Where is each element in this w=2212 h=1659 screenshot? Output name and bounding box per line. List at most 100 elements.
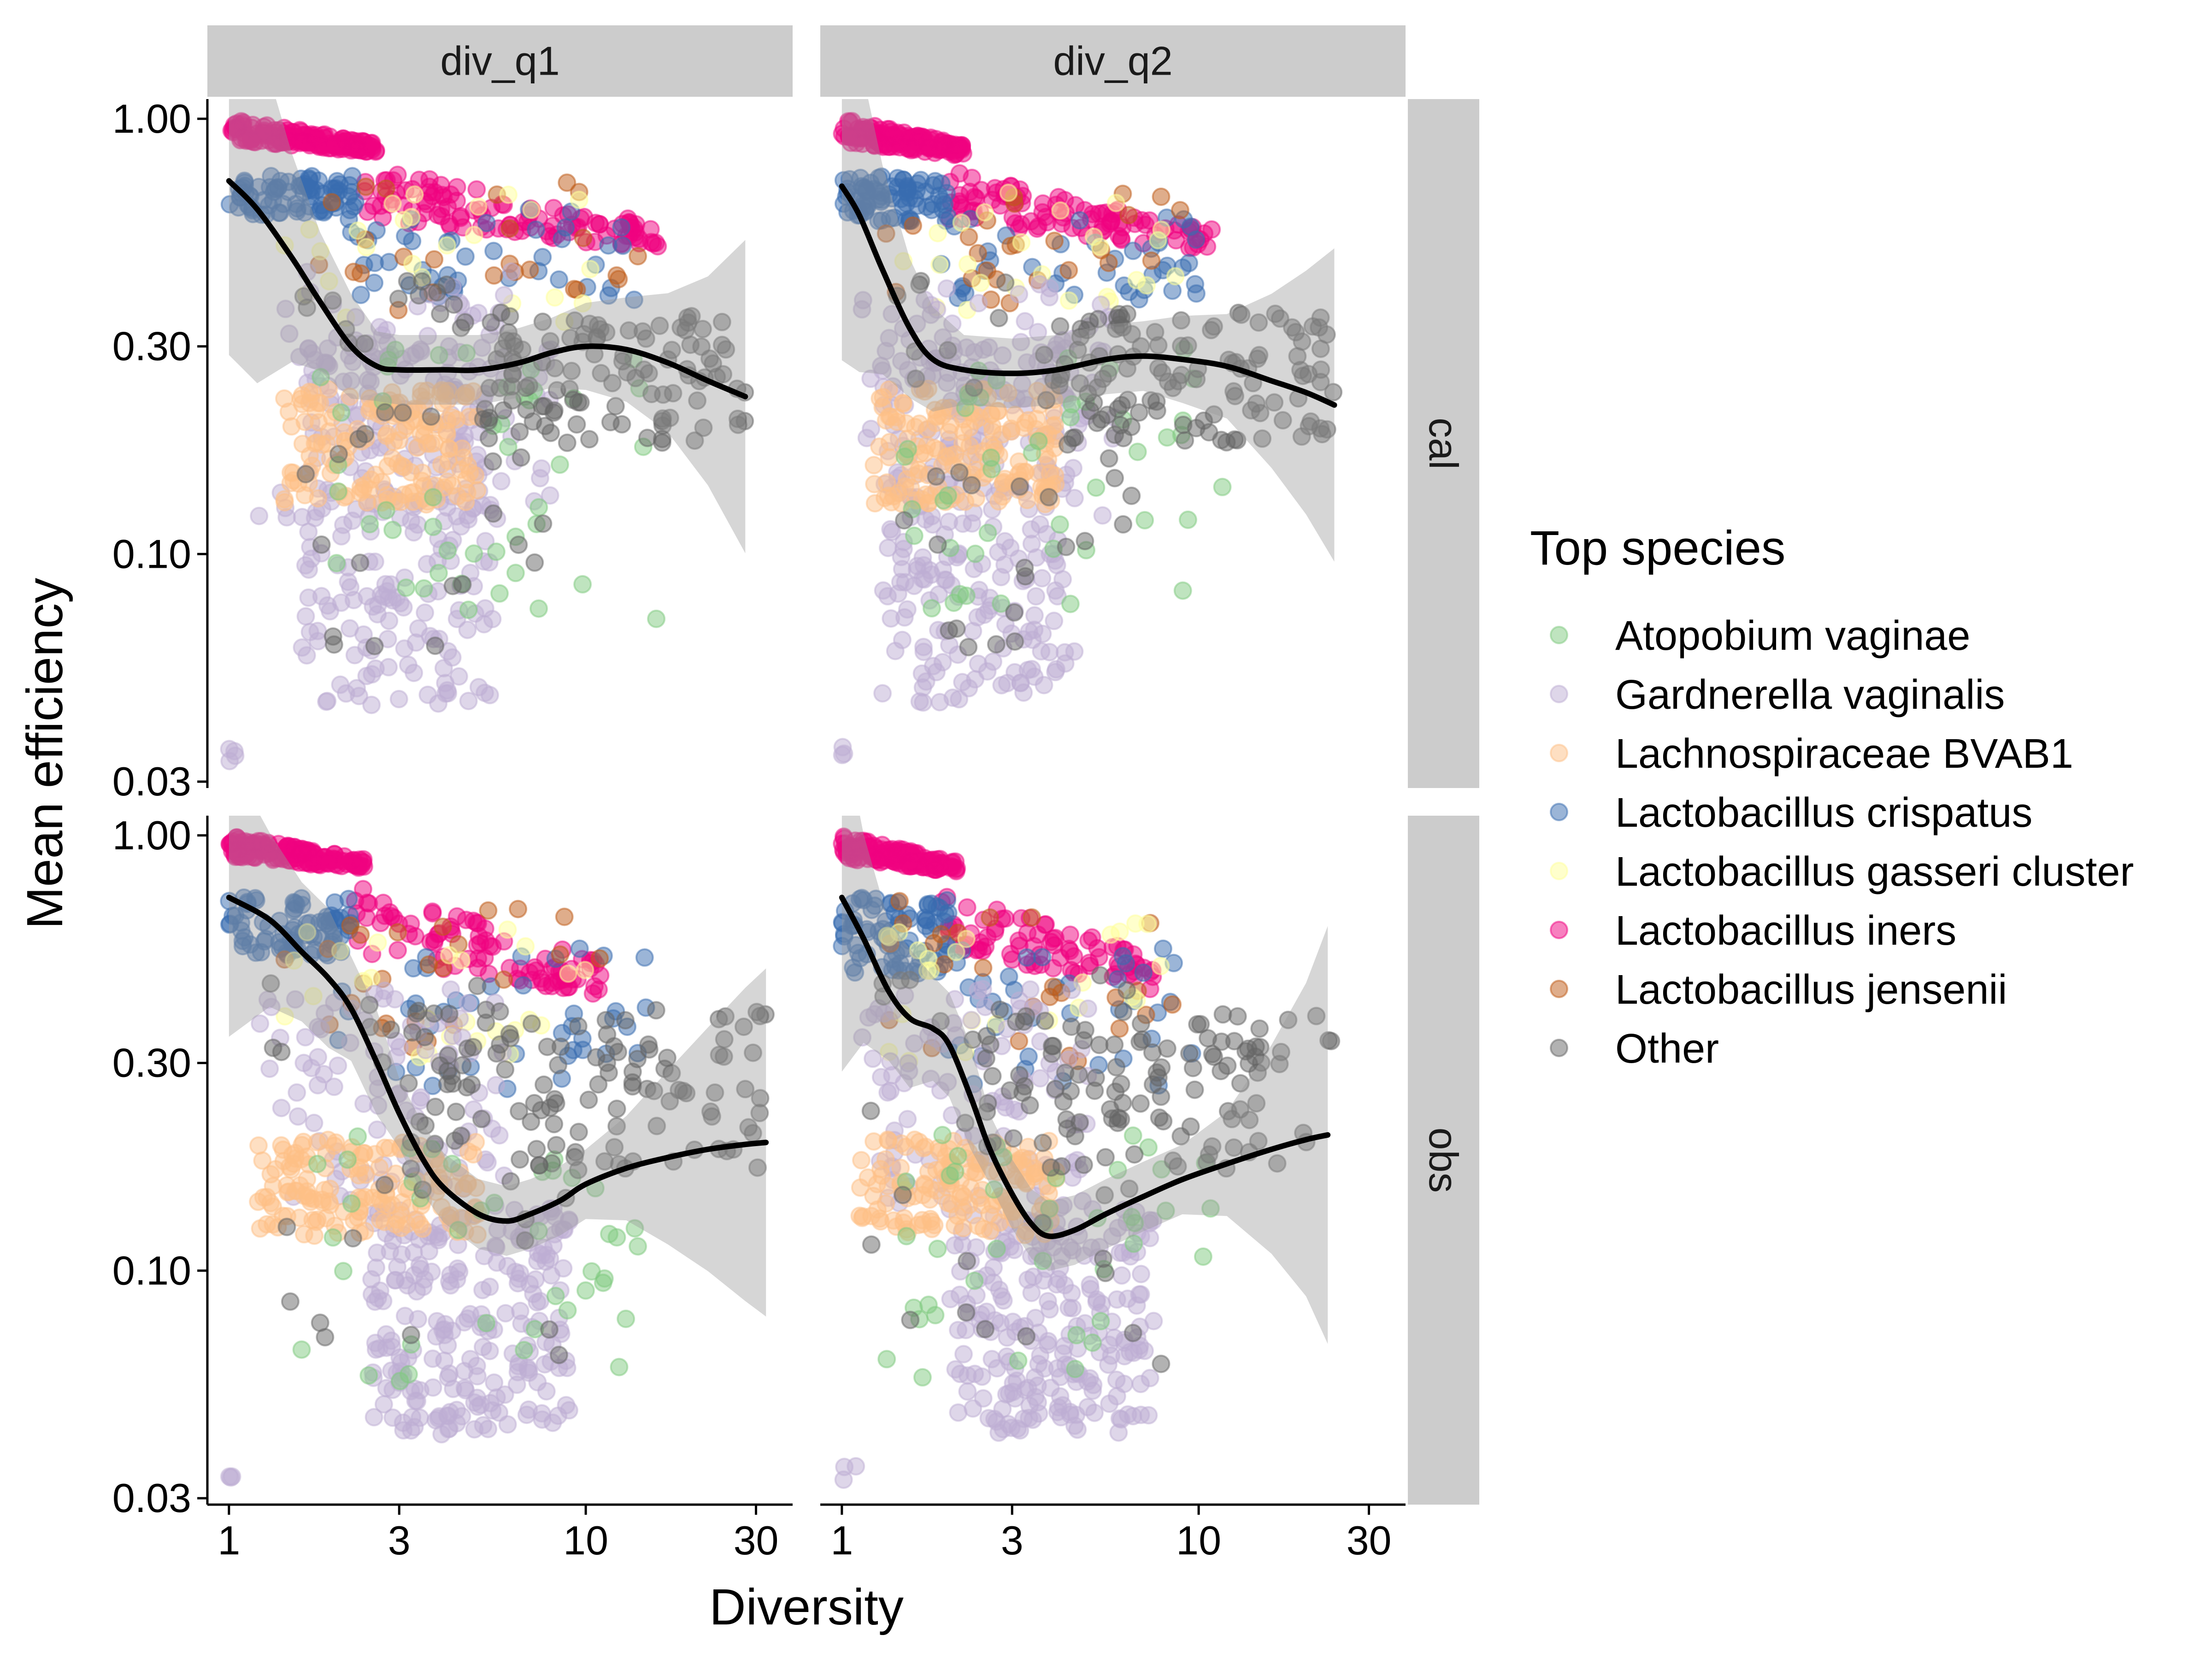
data-point [710, 1046, 729, 1065]
data-point [1087, 478, 1106, 497]
data-point [910, 1133, 929, 1151]
data-point [423, 902, 442, 921]
data-point [1040, 988, 1059, 1006]
data-point [424, 488, 442, 506]
data-point [638, 1080, 657, 1098]
data-point [966, 544, 985, 563]
data-point [1124, 241, 1142, 260]
data-point [280, 324, 299, 343]
data-point [1020, 1096, 1039, 1115]
data-point [1058, 435, 1077, 454]
data-point [318, 907, 336, 926]
points-group [220, 816, 775, 1487]
data-point [918, 197, 936, 216]
data-point [1002, 419, 1021, 438]
data-point [1081, 1369, 1099, 1388]
data-point [877, 224, 895, 243]
data-point [545, 1115, 564, 1134]
data-point [636, 329, 655, 348]
data-point [433, 918, 452, 936]
data-point [532, 1246, 551, 1265]
data-point [677, 1084, 696, 1103]
data-point [530, 469, 549, 488]
data-point [1126, 914, 1145, 933]
data-point [429, 564, 448, 582]
legend-label: Other [1615, 1026, 1719, 1072]
data-point [874, 581, 893, 600]
y-axis-title: Mean efficiency [17, 578, 73, 929]
facet-strip-bg [1408, 816, 1479, 1505]
data-point [414, 1277, 433, 1296]
legend: Top species Atopobium vaginae Gardnerella… [1530, 521, 2134, 1072]
data-point [736, 1080, 755, 1099]
data-point [477, 1013, 495, 1032]
legend-key [1550, 921, 1568, 939]
data-point [913, 1368, 932, 1387]
legend-item: Gardnerella vaginalis [1550, 672, 2005, 718]
y-tick-label: 1.00 [112, 96, 191, 141]
data-point [467, 180, 486, 199]
legend-item: Atopobium vaginae [1550, 613, 1971, 659]
data-point [1005, 603, 1024, 622]
data-point [1105, 1328, 1124, 1347]
legend-label: Lactobacillus iners [1615, 908, 1956, 954]
data-point [368, 605, 387, 624]
data-point [1113, 947, 1132, 965]
data-point [609, 270, 628, 288]
legend-item: Lactobacillus gasseri cluster [1550, 849, 2134, 895]
data-point [357, 908, 376, 927]
data-point [419, 955, 438, 974]
data-point [962, 1011, 981, 1030]
data-point [292, 1340, 311, 1359]
data-point [438, 236, 456, 255]
smooth-ribbon [841, 816, 1328, 1344]
data-point [1286, 323, 1305, 341]
data-point [389, 289, 408, 308]
data-point [976, 1320, 994, 1339]
data-point [480, 686, 499, 705]
data-point [853, 1208, 871, 1227]
data-point [264, 1038, 282, 1057]
data-point [918, 420, 937, 439]
data-point [1107, 1371, 1126, 1389]
data-point [1194, 1247, 1212, 1266]
data-point [871, 135, 889, 153]
data-point [609, 1042, 627, 1061]
data-point [598, 1053, 617, 1072]
data-point [399, 655, 418, 674]
data-point [1012, 233, 1031, 252]
data-point [1271, 1042, 1290, 1061]
panel-div_q2-obs [833, 816, 1341, 1489]
data-point [1186, 275, 1205, 294]
data-point [1100, 449, 1118, 468]
panel-div_q2-cal [833, 99, 1343, 765]
data-point [300, 220, 319, 239]
data-point [1037, 391, 1056, 410]
data-point [498, 1415, 517, 1434]
data-point [533, 247, 552, 266]
data-point [324, 635, 343, 654]
data-point [890, 892, 909, 911]
data-point [356, 177, 375, 196]
data-point [1010, 1032, 1029, 1051]
data-point [647, 1117, 666, 1135]
data-point [1029, 1393, 1047, 1412]
data-point [380, 1139, 399, 1158]
data-point [533, 312, 552, 331]
data-point [374, 587, 393, 606]
data-point [1156, 1201, 1175, 1220]
data-point [1004, 1129, 1023, 1148]
data-point [980, 1205, 999, 1224]
data-point [385, 990, 404, 1009]
data-point [641, 220, 660, 239]
data-point [314, 1065, 333, 1083]
data-point [1137, 276, 1156, 295]
data-point [679, 313, 698, 332]
data-point [1253, 429, 1272, 448]
panel-div_q1-obs [220, 816, 775, 1487]
y-tick-label: 1.00 [112, 812, 191, 858]
data-point [865, 456, 883, 475]
data-point [390, 1371, 409, 1390]
data-point [448, 487, 467, 506]
data-point [1250, 1019, 1269, 1038]
